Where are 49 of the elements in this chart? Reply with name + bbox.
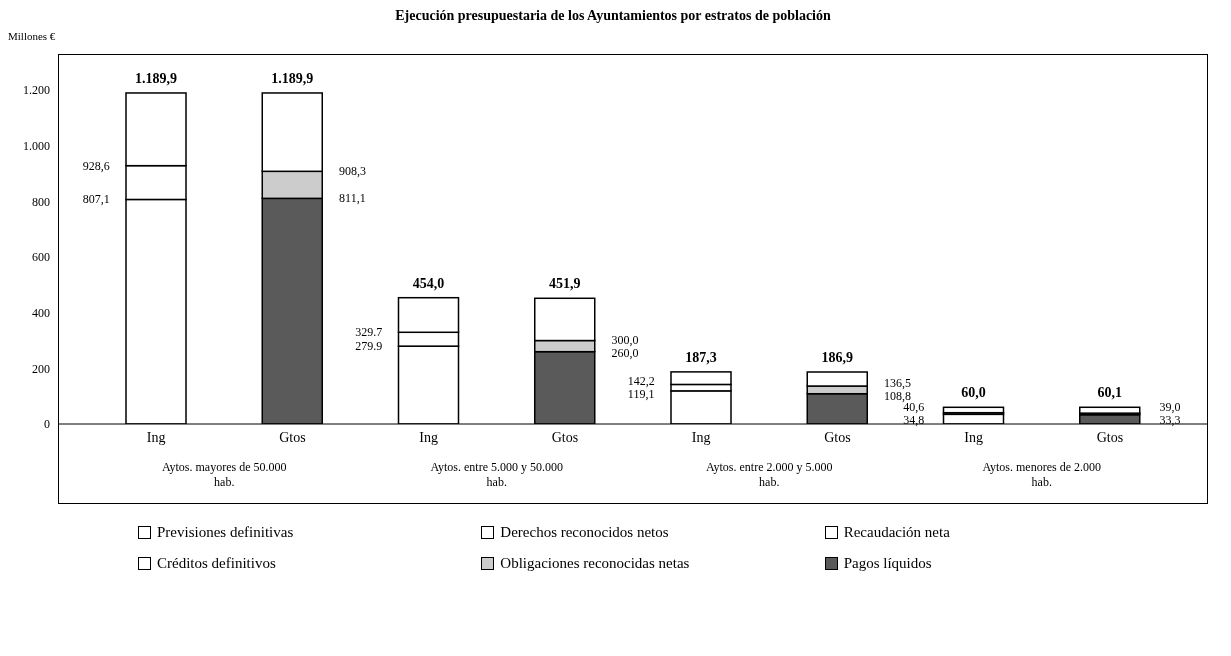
x-tick-label: Gtos	[1096, 429, 1124, 445]
total-label: 186,9	[821, 350, 853, 366]
x-tick-label: Ing	[419, 429, 438, 445]
annotation: 34,8	[902, 413, 926, 428]
y-tick-label: 600	[32, 250, 50, 265]
chart-title: Ejecución presupuestaria de los Ayuntamientos por estratos de población	[394, 8, 832, 25]
legend-label: Derechos reconocidos netos	[500, 524, 669, 541]
x-tick-label: Gtos	[824, 429, 851, 445]
y-tick-label: 1.000	[23, 139, 50, 154]
annotation: 119,1	[626, 387, 656, 403]
legend-label: Obligaciones reconocidas netas	[500, 555, 690, 572]
annotation: 33,3	[1158, 413, 1182, 429]
total-label: 454,0	[412, 275, 445, 291]
annotation: 908,3	[337, 163, 367, 180]
y-tick-label: 200	[32, 361, 50, 376]
text: Aytos. mayores de 50.000 hab.	[160, 460, 288, 490]
annotation: 329.7	[354, 324, 384, 341]
legend-label: Créditos definitivos	[157, 555, 276, 572]
legend-label: Previsiones definitivas	[157, 524, 294, 541]
total-label: 451,9	[549, 276, 581, 292]
total-label: 1.189,9	[271, 70, 314, 86]
annotation: 807,1	[81, 191, 111, 208]
legend-label: Recaudación neta	[843, 524, 950, 541]
legend-label: Pagos líquidos	[843, 555, 932, 572]
y-tick-label: 400	[32, 305, 50, 320]
text: Aytos. entre 5.000 y 50.000 hab.	[429, 460, 565, 490]
annotation: 260,0	[610, 345, 640, 361]
y-tick-label: 800	[32, 194, 50, 209]
x-tick-label: Ing	[691, 429, 711, 445]
text: Aytos. entre 2.000 y 5.000 hab.	[704, 460, 834, 490]
annotation: 811,1	[338, 190, 367, 207]
total-label: 60,1	[1097, 385, 1122, 401]
x-tick-label: Ing	[964, 429, 983, 445]
y-tick-label: 1.200	[23, 83, 50, 98]
annotation: 279.9	[354, 338, 384, 355]
annotation: 136,5	[882, 375, 912, 392]
y-tick-label: 0	[44, 417, 50, 432]
total-label: 60,0	[961, 385, 986, 401]
annotation: 928,6	[81, 157, 111, 174]
annotation: 142,2	[626, 373, 656, 390]
text: Aytos. menores de 2.000 hab.	[981, 460, 1102, 490]
annotation: 39,0	[1158, 399, 1182, 416]
annotation: 300,0	[610, 331, 640, 348]
total-label: 1.189,9	[135, 70, 177, 86]
y-axis-title: Millones €	[8, 30, 56, 42]
total-label: 187,3	[685, 349, 717, 365]
x-tick-label: Gtos	[279, 429, 306, 445]
x-tick-label: Gtos	[551, 429, 579, 445]
x-tick-label: Ing	[146, 429, 166, 445]
